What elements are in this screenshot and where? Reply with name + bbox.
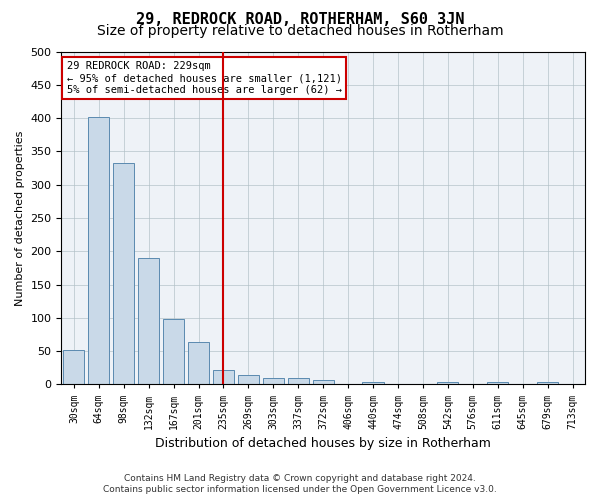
Y-axis label: Number of detached properties: Number of detached properties: [15, 130, 25, 306]
Text: 29, REDROCK ROAD, ROTHERHAM, S60 3JN: 29, REDROCK ROAD, ROTHERHAM, S60 3JN: [136, 12, 464, 28]
Bar: [537, 382, 558, 384]
Bar: [487, 382, 508, 384]
Bar: [238, 375, 259, 384]
Bar: [287, 378, 309, 384]
Bar: [88, 118, 109, 384]
Bar: [437, 382, 458, 384]
Text: Size of property relative to detached houses in Rotherham: Size of property relative to detached ho…: [97, 24, 503, 38]
Bar: [63, 350, 85, 384]
Bar: [113, 164, 134, 384]
Text: 29 REDROCK ROAD: 229sqm
← 95% of detached houses are smaller (1,121)
5% of semi-: 29 REDROCK ROAD: 229sqm ← 95% of detache…: [67, 62, 341, 94]
Bar: [263, 378, 284, 384]
Bar: [163, 319, 184, 384]
X-axis label: Distribution of detached houses by size in Rotherham: Distribution of detached houses by size …: [155, 437, 491, 450]
Bar: [188, 342, 209, 384]
Bar: [362, 382, 383, 384]
Bar: [213, 370, 234, 384]
Bar: [138, 258, 159, 384]
Bar: [313, 380, 334, 384]
Text: Contains HM Land Registry data © Crown copyright and database right 2024.
Contai: Contains HM Land Registry data © Crown c…: [103, 474, 497, 494]
